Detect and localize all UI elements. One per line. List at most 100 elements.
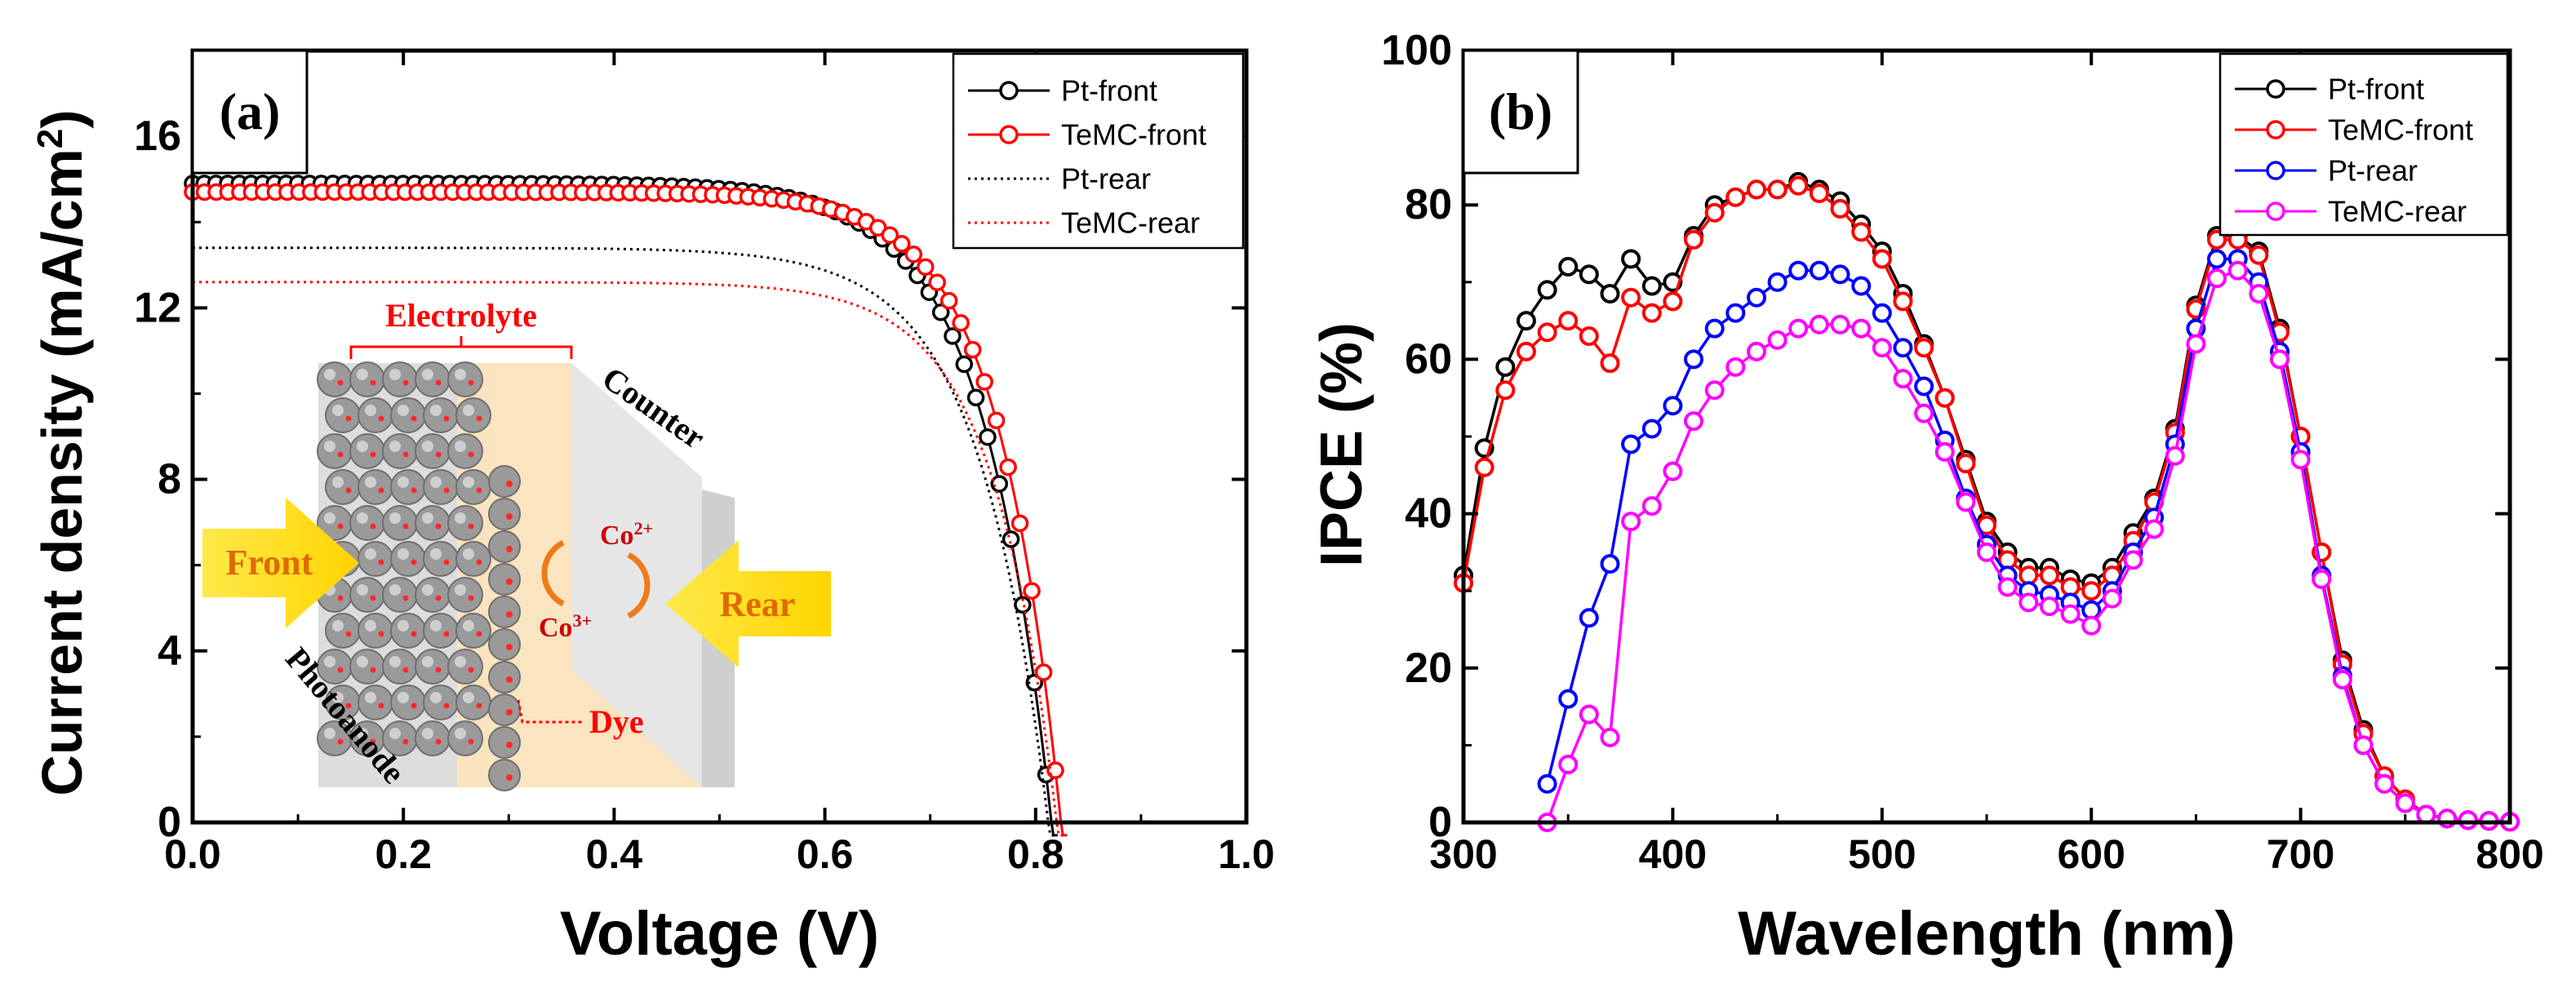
panel-a-y-tick-labels: 0 4 8 12 16 — [134, 113, 181, 846]
electrolyte-label: Electrolyte — [385, 297, 537, 334]
tio2-particle — [415, 577, 451, 613]
dye-molecule — [402, 379, 409, 386]
data-point — [990, 475, 1009, 493]
y-tick-label: 100 — [1381, 27, 1452, 74]
particle-highlight — [455, 728, 466, 739]
tio2-particle — [447, 649, 483, 685]
series-line-temc-rear — [193, 281, 1064, 837]
dye-molecule — [370, 595, 376, 601]
dye-molecule — [468, 595, 474, 601]
particle-highlight — [324, 369, 335, 380]
redox-arrow-right — [627, 552, 651, 619]
tio2-particle — [488, 498, 521, 530]
y-tick-label: 80 — [1405, 181, 1452, 228]
data-point — [1788, 318, 1809, 339]
tio2-particle — [455, 541, 491, 577]
particle-highlight — [430, 692, 442, 703]
particle-highlight — [324, 441, 335, 452]
data-point — [1767, 330, 1788, 350]
particle-highlight — [365, 476, 376, 488]
dye-molecule — [345, 415, 352, 422]
particle-highlight — [389, 584, 401, 596]
particle-highlight — [332, 405, 344, 416]
tio2-particle — [349, 577, 385, 613]
data-point — [1725, 357, 1746, 377]
data-point — [1893, 338, 1913, 358]
data-point — [1537, 280, 1557, 300]
electrolyte-bracket — [349, 336, 573, 359]
data-point — [1851, 276, 1872, 296]
data-point — [1893, 369, 1913, 389]
tio2-particle — [415, 361, 451, 397]
data-point — [1600, 727, 1620, 747]
data-point — [2123, 550, 2143, 570]
dye-molecule — [402, 523, 409, 530]
dye-molecule — [411, 631, 417, 637]
dye-molecule — [370, 523, 376, 530]
tio2-particle — [455, 397, 491, 433]
dye-molecule — [435, 523, 442, 530]
legend-label: TeMC-front — [1061, 118, 1206, 152]
data-point — [1851, 222, 1872, 242]
particle-highlight — [357, 584, 368, 596]
particle-highlight — [398, 476, 409, 488]
tio2-particle — [423, 397, 459, 433]
dye-molecule — [476, 631, 482, 637]
x-tick-label: 0.2 — [375, 831, 432, 877]
dye-molecule — [468, 451, 474, 458]
legend-entry-pt-rear: Pt-rear — [2235, 154, 2418, 188]
legend-marker — [2266, 120, 2285, 140]
dye-molecule — [378, 631, 384, 637]
data-point — [1558, 311, 1579, 331]
data-point — [1558, 256, 1579, 277]
data-point — [1641, 419, 1662, 439]
tio2-particle — [349, 361, 385, 397]
legend-marker — [999, 125, 1019, 144]
tio2-particle — [349, 433, 385, 469]
x-tick-label: 600 — [2057, 831, 2125, 877]
data-point — [1956, 492, 1976, 512]
data-point — [1010, 514, 1029, 533]
dye-molecule — [402, 738, 409, 745]
tio2-particle — [382, 577, 418, 613]
legend-entry-temc-front: TeMC-front — [968, 118, 1206, 152]
dye-molecule — [468, 738, 474, 745]
data-point — [2374, 773, 2395, 794]
data-point — [1934, 388, 1955, 408]
data-point — [1558, 755, 1579, 774]
dye-molecule — [378, 487, 384, 494]
y-tick-label: 4 — [158, 627, 181, 675]
data-point — [999, 458, 1017, 476]
dye-molecule — [378, 415, 384, 422]
tio2-particle — [415, 649, 451, 685]
dye-molecule — [337, 738, 344, 745]
dye-pointer — [517, 699, 584, 724]
data-point — [1851, 318, 1872, 339]
dye-molecule — [506, 578, 513, 585]
particle-highlight — [389, 441, 401, 452]
y-tick-label: 20 — [1405, 645, 1452, 692]
tio2-particle — [423, 541, 459, 577]
tio2-particle — [447, 720, 483, 756]
particle-highlight — [365, 548, 376, 560]
tio2-particle — [382, 505, 418, 541]
particle-highlight — [332, 620, 344, 632]
data-point — [1641, 276, 1662, 296]
dye-molecule — [435, 595, 442, 601]
particle-highlight — [422, 728, 433, 739]
dye-molecule — [337, 379, 344, 386]
data-point — [1663, 396, 1683, 416]
rear-arrow — [665, 540, 831, 667]
tio2-particle — [423, 685, 459, 720]
data-point — [939, 291, 958, 310]
tio2-particle — [423, 613, 459, 649]
dye-molecule — [443, 559, 450, 565]
redox-arrow-left — [541, 539, 565, 607]
tio2-particle — [488, 726, 521, 759]
x-tick-label: 700 — [2267, 831, 2334, 877]
data-point — [1977, 542, 1996, 562]
data-point — [2227, 260, 2248, 281]
dye-molecule — [411, 415, 417, 422]
particle-highlight — [463, 548, 474, 560]
panel-b-legend: Pt-front TeMC-front Pt-rear TeMC-rear — [2218, 52, 2509, 237]
